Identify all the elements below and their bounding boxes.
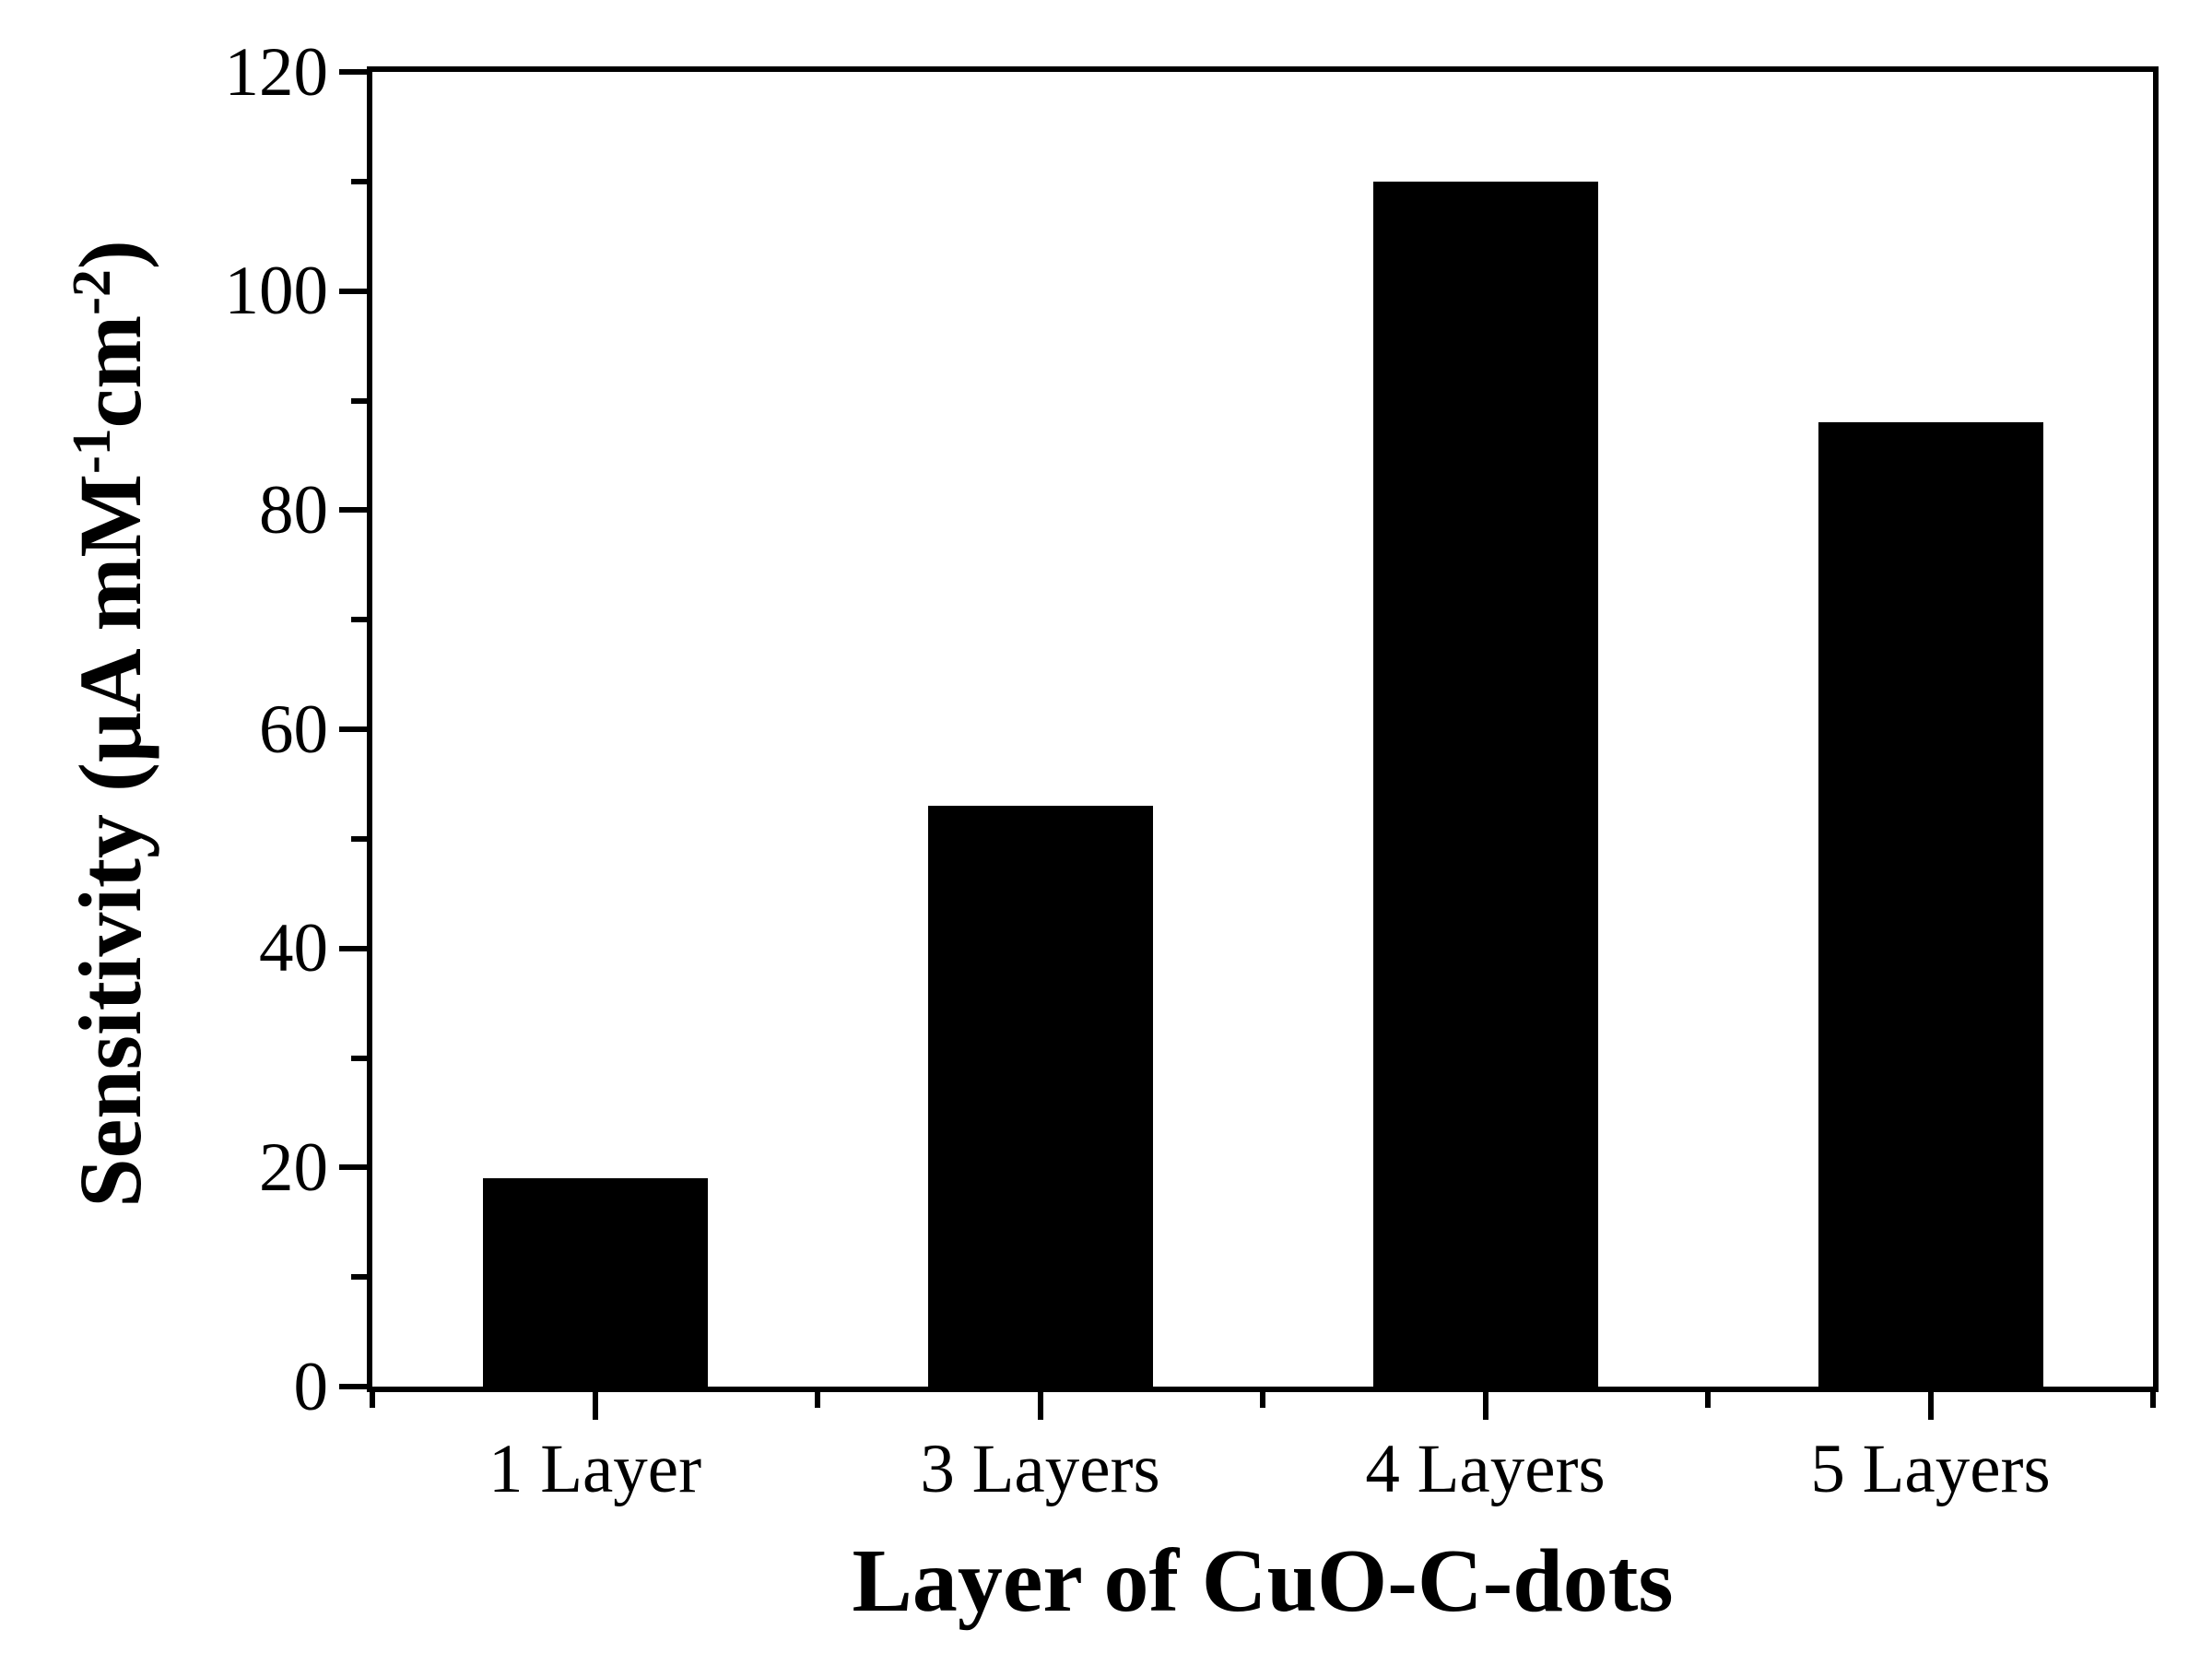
- y-tick-label: 20: [259, 1128, 328, 1206]
- y-axis-title-superscript: -1: [61, 428, 122, 474]
- x-major-tick: [592, 1392, 598, 1420]
- bar-5-layers: [1818, 422, 2043, 1387]
- plot-area: 1 Layer 3 Layers 4 Layers 5 Layers 0 20 40 60 80…: [225, 38, 2159, 1504]
- bar-1-layer: [482, 1178, 708, 1387]
- y-axis-title-superscript: -2: [61, 269, 122, 315]
- y-major-tick: [339, 69, 367, 75]
- x-tick-label: 3 Layers: [920, 1431, 1160, 1507]
- x-major-tick: [1927, 1392, 1934, 1420]
- x-minor-tick: [370, 1392, 375, 1408]
- y-tick-label: 120: [224, 33, 329, 111]
- y-minor-tick: [351, 1055, 367, 1061]
- y-tick-label: 60: [259, 691, 328, 768]
- y-tick-label: 0: [293, 1348, 329, 1425]
- y-major-tick: [339, 1164, 367, 1171]
- x-minor-tick: [2150, 1392, 2156, 1408]
- bar-3-layers: [927, 806, 1153, 1387]
- x-tick-label: 4 Layers: [1365, 1431, 1606, 1507]
- y-tick-label: 80: [259, 471, 328, 549]
- y-minor-tick: [351, 617, 367, 623]
- x-tick-label: 1 Layer: [488, 1431, 702, 1507]
- y-major-tick: [339, 945, 367, 951]
- x-major-tick: [1037, 1392, 1043, 1420]
- x-minor-tick: [1260, 1392, 1265, 1408]
- x-major-tick: [1482, 1392, 1488, 1420]
- y-major-tick: [339, 288, 367, 294]
- y-tick-label: 40: [259, 909, 328, 986]
- y-minor-tick: [351, 178, 367, 184]
- y-axis-title-segment: cm: [61, 314, 159, 429]
- y-axis-title-segment: Sensitivity (μA mM: [61, 474, 159, 1208]
- y-major-tick: [339, 507, 367, 514]
- y-tick-label: 100: [224, 252, 329, 329]
- x-minor-tick: [1705, 1392, 1711, 1408]
- x-tick-label: 5 Layers: [1810, 1431, 2051, 1507]
- bar-4-layers: [1372, 181, 1598, 1387]
- y-minor-tick: [351, 835, 367, 842]
- y-axis-title-segment: ): [61, 240, 159, 270]
- y-axis-title: Sensitivity (μA mM-1cm-2): [61, 240, 159, 1207]
- y-minor-tick: [351, 1274, 367, 1281]
- x-minor-tick: [815, 1392, 820, 1408]
- y-minor-tick: [351, 397, 367, 404]
- y-major-tick: [339, 1384, 367, 1389]
- x-axis-title: Layer of CuO-C-dots: [852, 1531, 1674, 1631]
- y-major-tick: [339, 726, 367, 732]
